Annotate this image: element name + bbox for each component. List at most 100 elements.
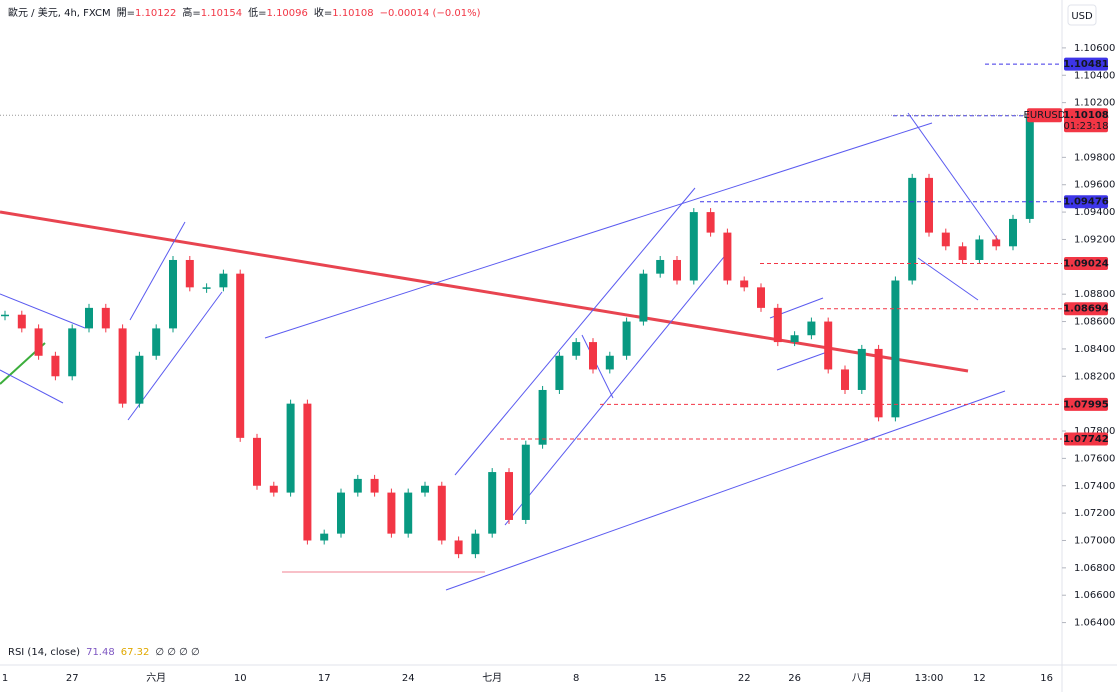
candle: [303, 403, 312, 541]
candle: [790, 335, 799, 343]
candle: [555, 355, 564, 390]
y-tick-label: 1.09800: [1074, 152, 1115, 163]
ohlc-value: 1.10108: [332, 8, 373, 19]
trend-line: [0, 369, 64, 404]
trend-line: [445, 390, 1006, 591]
y-tick-label: 1.10200: [1074, 98, 1115, 109]
x-tick-label: 15: [654, 673, 667, 684]
candle: [454, 540, 463, 555]
candle: [17, 314, 26, 329]
trend-line: [907, 112, 999, 241]
indicator-value: 67.32: [121, 647, 150, 658]
y-tick-label: 1.06800: [1074, 563, 1115, 574]
x-tick-label: 16: [1040, 673, 1053, 684]
price-tag-label: 1.08694: [1063, 304, 1109, 315]
candle: [387, 492, 396, 534]
candle: [286, 403, 295, 493]
price-tag: [1064, 195, 1108, 209]
candle: [135, 355, 144, 404]
y-tick-label: 1.07400: [1074, 481, 1115, 492]
candle: [101, 307, 110, 329]
candle: [1009, 218, 1017, 247]
ohlc-value: 1.10154: [201, 8, 242, 19]
trend-line: [454, 187, 696, 476]
price-tag: [1064, 57, 1108, 71]
candle: [152, 328, 161, 356]
ohlc-value: 1.10096: [267, 8, 308, 19]
candle: [370, 478, 379, 493]
candle: [941, 232, 950, 247]
candle: [673, 259, 681, 281]
x-tick-label: 17: [318, 673, 331, 684]
candle: [773, 307, 782, 343]
candle: [421, 485, 429, 493]
candle: [723, 232, 732, 281]
candle: [85, 307, 93, 329]
price-tag: [1064, 397, 1108, 411]
candle: [824, 321, 833, 370]
currency[interactable]: USD: [1071, 11, 1093, 22]
candle: [538, 389, 547, 445]
last-price-value: 1.10108: [1063, 110, 1109, 121]
price-tag-label: 1.09024: [1063, 259, 1109, 270]
countdown: 01:23:18: [1064, 121, 1109, 132]
y-tick-label: 1.08400: [1074, 344, 1115, 355]
x-tick-label: 1: [2, 673, 8, 684]
candle: [521, 444, 530, 520]
price-tag-label: 1.07995: [1063, 399, 1109, 410]
y-tick-label: 1.07800: [1074, 426, 1115, 437]
candle: [689, 212, 698, 281]
indicator-name: RSI (14, close): [8, 647, 80, 658]
x-tick-label: 26: [788, 673, 801, 684]
candle: [706, 212, 715, 233]
y-tick-label: 1.06400: [1074, 618, 1115, 629]
y-tick-label: 1.09200: [1074, 234, 1115, 245]
x-tick-label: 8: [573, 673, 579, 684]
indicator-value: 71.48: [86, 647, 115, 658]
x-tick-label: 27: [66, 673, 79, 684]
trend-line: [917, 257, 979, 301]
candle: [488, 472, 497, 534]
indicator-placeholders: ∅ ∅ ∅ ∅: [155, 647, 199, 658]
candle: [404, 492, 413, 534]
candle: [219, 273, 228, 288]
indicator-legend: RSI (14, close) 71.48 67.32 ∅ ∅ ∅ ∅: [8, 647, 200, 658]
y-tick-label: 1.06600: [1074, 590, 1115, 601]
candle: [992, 239, 1001, 247]
candle: [958, 246, 967, 260]
candle: [269, 485, 278, 493]
candle: [891, 280, 900, 418]
candle: [857, 348, 866, 390]
x-tick-label: 八月: [852, 672, 872, 684]
y-tick-label: 1.09400: [1074, 207, 1115, 218]
y-tick-label: 1.08800: [1074, 289, 1115, 300]
x-tick-label: 22: [738, 673, 751, 684]
ohlc-label: 收=: [314, 6, 332, 19]
candle: [975, 239, 984, 260]
candle: [51, 355, 60, 377]
last-price-tag: [1064, 108, 1108, 133]
candle: [589, 342, 597, 370]
y-tick-label: 1.09600: [1074, 180, 1115, 191]
trend-line: [0, 293, 86, 329]
symbol-tag-label: EURUSD: [1024, 110, 1066, 121]
y-tick-label: 1.07600: [1074, 453, 1115, 464]
trend-line: [504, 251, 729, 526]
trend-line: [129, 221, 186, 321]
candle: [505, 472, 513, 520]
candle: [572, 342, 581, 356]
y-tick-label: 1.07200: [1074, 508, 1115, 519]
candle: [337, 492, 345, 534]
x-tick-label: 24: [402, 673, 415, 684]
drawings: [0, 112, 1006, 591]
price-tag: [1064, 432, 1108, 446]
candle: [622, 321, 631, 356]
currency-button[interactable]: [1067, 4, 1097, 26]
price-tag: [1064, 302, 1108, 316]
candle: [118, 328, 127, 404]
change: −0.00014 (−0.01%): [380, 8, 481, 19]
trend-line: [0, 210, 969, 373]
candle: [169, 259, 177, 329]
price-tag-label: 1.07742: [1063, 434, 1109, 445]
candle: [320, 533, 329, 541]
